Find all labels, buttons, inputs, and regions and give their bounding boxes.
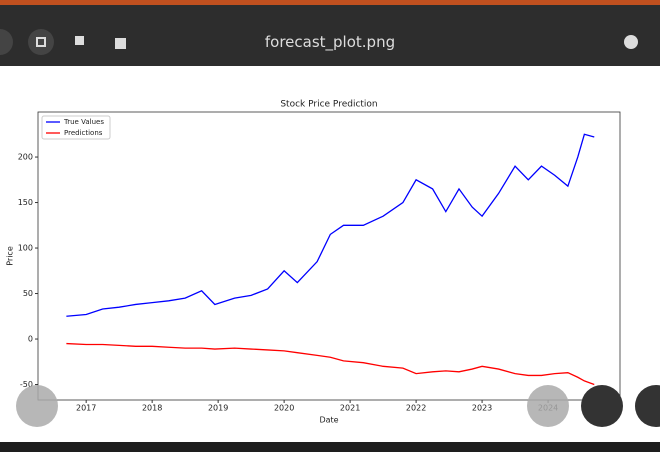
info-button[interactable] bbox=[624, 35, 638, 49]
x-tick-label: 2019 bbox=[208, 404, 228, 413]
x-tick-label: 2020 bbox=[274, 404, 294, 413]
fit-button[interactable] bbox=[28, 29, 54, 55]
window-title: forecast_plot.png bbox=[264, 33, 396, 51]
chart-title: Stock Price Prediction bbox=[280, 100, 377, 110]
x-tick-label: 2022 bbox=[406, 404, 426, 413]
fit-icon bbox=[36, 37, 46, 47]
legend-label: True Values bbox=[63, 118, 104, 126]
y-tick-label: 50 bbox=[23, 289, 33, 298]
y-tick-label: 200 bbox=[18, 153, 33, 162]
x-tick-label: 2023 bbox=[472, 404, 492, 413]
x-axis-label: Date bbox=[319, 416, 338, 425]
copy-button[interactable] bbox=[75, 36, 84, 45]
y-tick-label: 100 bbox=[18, 244, 33, 253]
toolbar-icons bbox=[0, 29, 638, 55]
x-tick-label: 2018 bbox=[142, 404, 162, 413]
x-tick-label: 2017 bbox=[76, 404, 96, 413]
legend-label: Predictions bbox=[64, 129, 103, 137]
y-axis-label: Price bbox=[6, 246, 15, 266]
x-tick-label: 2021 bbox=[340, 404, 360, 413]
y-tick-label: 0 bbox=[28, 335, 33, 344]
x-tick-label: 2024 bbox=[538, 404, 558, 413]
title-bar: forecast_plot.png bbox=[0, 0, 660, 66]
y-tick-label: 150 bbox=[18, 198, 33, 207]
zoom-out-button[interactable] bbox=[0, 29, 13, 55]
delete-button[interactable] bbox=[115, 38, 126, 49]
plot-area bbox=[37, 111, 621, 401]
y-tick-label: -50 bbox=[20, 380, 33, 389]
line-series bbox=[66, 342, 595, 386]
line-series bbox=[66, 133, 595, 317]
bottom-bar bbox=[0, 442, 660, 452]
